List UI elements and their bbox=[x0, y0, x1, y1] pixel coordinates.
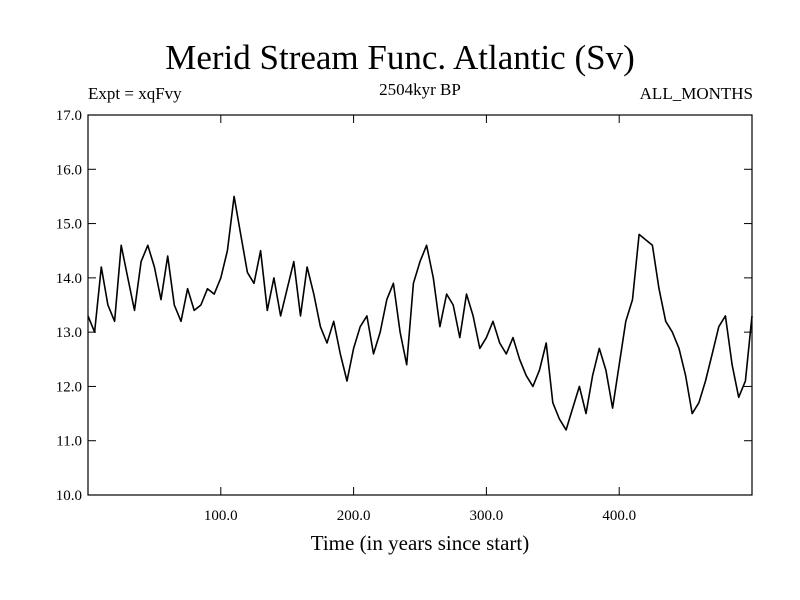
plot-frame bbox=[87, 114, 753, 496]
chart-title: Merid Stream Func. Atlantic (Sv) bbox=[165, 38, 635, 77]
y-tick-label: 16.0 bbox=[56, 162, 82, 178]
x-axis-ticks: 100.0 200.0 300.0 400.0 bbox=[204, 115, 636, 524]
y-axis-ticks: 10.0 11.0 12.0 13.0 14.0 15.0 16.0 17.0 bbox=[56, 108, 752, 504]
x-axis-label: Time (in years since start) bbox=[311, 531, 530, 555]
x-tick-label: 300.0 bbox=[470, 508, 504, 524]
y-tick-label: 13.0 bbox=[56, 325, 82, 341]
y-tick-label: 14.0 bbox=[56, 271, 82, 287]
y-tick-label: 15.0 bbox=[56, 217, 82, 233]
y-tick-label: 11.0 bbox=[56, 434, 82, 450]
y-tick-label: 10.0 bbox=[56, 488, 82, 504]
x-tick-label: 200.0 bbox=[337, 508, 371, 524]
x-tick-label: 100.0 bbox=[204, 508, 238, 524]
y-tick-label: 12.0 bbox=[56, 379, 82, 395]
x-tick-label: 400.0 bbox=[602, 508, 636, 524]
experiment-label: Expt = xqFvy bbox=[88, 84, 182, 103]
months-label: ALL_MONTHS bbox=[639, 84, 753, 103]
y-tick-label: 17.0 bbox=[56, 108, 82, 124]
chart-subtitle: 2504kyr BP bbox=[379, 80, 461, 99]
data-series-line bbox=[87, 195, 753, 431]
